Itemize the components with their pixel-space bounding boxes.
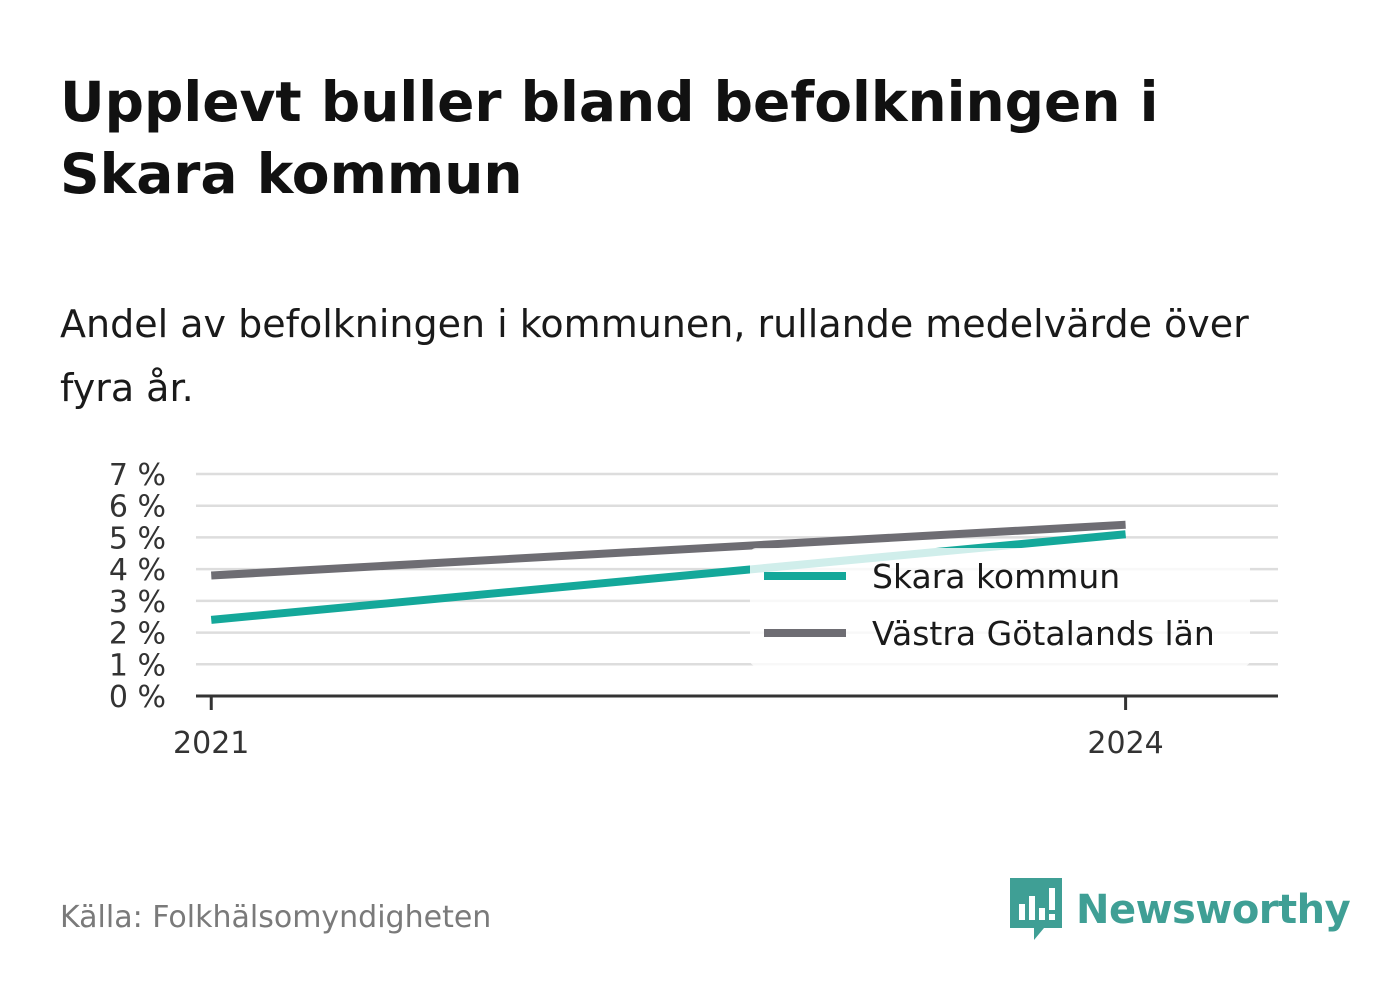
source-note: Källa: Folkhälsomyndigheten	[60, 900, 492, 935]
line-chart: 0 %1 %2 %3 %4 %5 %6 %7 % Skara kommun Väs…	[109, 458, 1278, 761]
newsworthy-logo-icon	[1010, 878, 1062, 940]
legend: Skara kommun Västra Götalands län	[750, 548, 1250, 666]
x-tick-label: 2021	[173, 726, 249, 761]
chart-title: Upplevt buller bland befolkningen i Skar…	[60, 70, 1159, 206]
legend-label: Skara kommun	[872, 557, 1120, 596]
y-tick-label: 0 %	[109, 680, 166, 715]
series-line	[211, 520, 1126, 580]
chart-subtitle: Andel av befolkningen i kommunen, rullan…	[60, 302, 1249, 410]
legend-background	[750, 548, 1250, 666]
x-axis: 2021 2024	[173, 694, 1278, 761]
brand-logo: Newsworthy	[1010, 878, 1351, 942]
brand-name: Newsworthy	[1076, 887, 1351, 933]
y-tick-label: 7 %	[109, 458, 166, 493]
y-tick-label: 2 %	[109, 617, 166, 652]
x-tick-label: 2024	[1087, 726, 1163, 761]
y-tick-label: 1 %	[109, 648, 166, 683]
y-tick-label: 4 %	[109, 553, 166, 588]
legend-label: Västra Götalands län	[872, 614, 1215, 653]
y-axis-ticks: 0 %1 %2 %3 %4 %5 %6 %7 %	[109, 458, 166, 715]
y-tick-label: 3 %	[109, 585, 166, 620]
y-tick-label: 5 %	[109, 521, 166, 556]
y-tick-label: 6 %	[109, 490, 166, 525]
